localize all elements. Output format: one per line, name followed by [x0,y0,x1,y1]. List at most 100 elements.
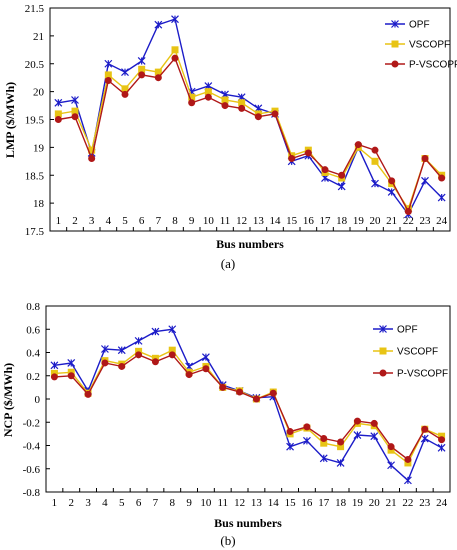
data-point [371,179,379,188]
legend-label: VSCOPF [409,40,450,51]
x-tick-label: 22 [403,215,414,227]
data-point [387,461,396,470]
y-axis-title: LMP ($/MWh) [3,82,17,158]
data-point [320,435,328,443]
x-tick-label: 10 [200,497,212,509]
y-tick-label: 20.5 [25,59,45,71]
x-tick-label: 23 [420,215,432,227]
legend-marker [379,325,387,333]
legend-item: P-VSCOPF [385,60,457,71]
x-tick-label: 17 [318,497,330,509]
x-tick-label: 6 [139,215,145,227]
data-point [420,434,429,443]
data-point [121,90,129,98]
data-point [121,68,129,77]
series-vscopf [54,46,446,213]
x-tick-label: 1 [56,215,62,227]
x-tick-label: 16 [301,497,313,509]
x-axis-ticks: 1 2 3 4 5 6 7 8 9 10 11 12 13 14 15 16 17 18 19 20 21 22 23 24 [45,488,448,509]
data-point [404,207,412,215]
data-point [388,177,396,185]
data-point [154,20,163,29]
legend-item: OPF [373,325,418,336]
data-point [151,358,159,366]
y-axis-ticks: -0.8 -0.6 -0.4 -0.2 0 0.2 0.4 0.6 0.8 [23,301,50,499]
x-tick-label: 7 [156,215,162,227]
data-point [104,59,113,68]
data-point [202,365,210,373]
data-point [337,438,345,446]
legend-marker [391,40,399,48]
y-tick-label: 0.4 [26,348,40,360]
data-point [387,443,395,451]
legend-label: OPF [409,20,430,31]
data-point [254,113,262,121]
data-point [204,93,212,101]
data-point [321,166,329,174]
x-tick-label: 21 [386,497,397,509]
data-point [354,141,362,149]
x-tick-label: 15 [285,497,297,509]
x-tick-label: 23 [419,497,431,509]
x-tick-label: 24 [436,497,448,509]
legend-item: VSCOPF [385,40,450,51]
y-axis-title: NCP ($/MWh) [1,363,15,437]
x-tick-label: 9 [186,497,192,509]
series-line [54,349,442,464]
data-point [421,176,429,185]
data-point [54,98,63,107]
data-point [219,383,227,391]
y-tick-label: -0.6 [23,464,41,476]
y-tick-label: -0.8 [23,487,41,499]
y-tick-label: 18 [33,198,45,210]
data-point [151,327,160,336]
x-tick-label: 12 [234,497,245,509]
legend: OPF VSCOPF P-VSCOPF [385,20,457,71]
data-point [336,459,345,467]
data-point [337,182,346,191]
data-point [104,76,112,84]
data-point [252,395,260,403]
y-tick-label: 21 [33,31,44,43]
data-point [154,74,162,82]
data-point [370,419,378,427]
data-point [387,188,396,196]
x-tick-label: 20 [370,215,382,227]
legend-marker [379,347,387,355]
series-line [58,48,443,211]
data-point [171,15,179,24]
data-point [171,54,179,62]
data-point [437,193,446,202]
data-point [101,359,109,367]
x-tick-label: 12 [236,215,247,227]
series-p-vscopf [50,351,446,463]
data-point [438,436,446,444]
data-point [134,336,143,345]
series-line [58,56,443,214]
data-point [67,372,75,380]
x-tick-label: 18 [335,497,347,509]
data-point [303,423,311,431]
y-tick-label: 0.8 [26,301,40,313]
x-tick-label: 2 [69,497,75,509]
x-axis-ticks: 1 2 3 4 5 6 7 8 9 10 11 12 13 14 15 16 17 18 19 20 21 22 23 24 [49,215,448,231]
data-point [437,443,446,452]
data-point [185,371,193,379]
legend-marker [391,60,399,68]
data-point [353,417,361,425]
data-point [171,46,179,54]
data-point [319,454,328,463]
x-axis-title: Bus numbers [216,237,284,251]
y-tick-label: -0.2 [23,417,40,429]
x-tick-label: 21 [386,215,397,227]
y-tick-label: 0.6 [26,324,40,336]
data-point [138,71,146,79]
x-tick-label: 15 [286,215,298,227]
x-tick-label: 17 [320,215,332,227]
data-point [421,425,429,433]
data-point [236,388,244,396]
data-point [302,436,311,445]
